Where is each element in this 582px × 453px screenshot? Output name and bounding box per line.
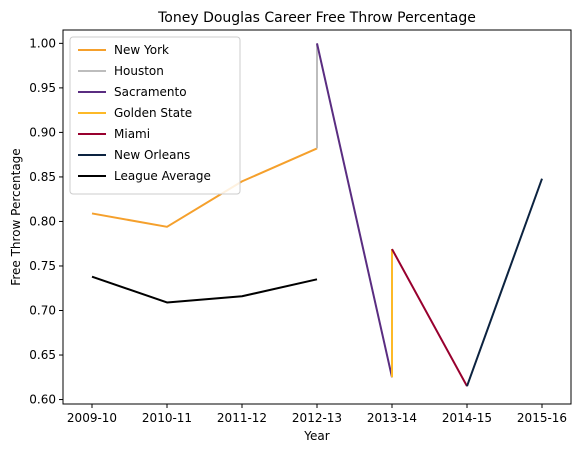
y-axis-label: Free Throw Percentage <box>9 148 23 285</box>
x-tick-label: 2014-15 <box>442 411 492 425</box>
legend: New York Houston Sacramento Golden State Mia… <box>69 36 241 195</box>
legend-label-new-orleans: New Orleans <box>114 148 190 162</box>
x-tick-label: 2011-12 <box>217 411 267 425</box>
y-tick-label: 0.70 <box>29 304 56 318</box>
x-tick-label: 2015-16 <box>517 411 567 425</box>
series-line-miami <box>391 248 468 387</box>
chart-title: Toney Douglas Career Free Throw Percenta… <box>157 10 476 26</box>
legend-label-golden-state: Golden State <box>114 106 192 120</box>
x-axis: 2009-10 2010-11 2011-12 2012-13 2013-14 2014-… <box>67 404 567 425</box>
y-tick-label: 0.75 <box>29 259 56 273</box>
x-tick-label: 2009-10 <box>67 411 117 425</box>
x-tick-label: 2013-14 <box>367 411 417 425</box>
x-tick-label: 2010-11 <box>142 411 192 425</box>
legend-label-houston: Houston <box>114 64 164 78</box>
series-line-new-orleans <box>466 178 543 387</box>
y-tick-label: 0.95 <box>29 81 56 95</box>
legend-box <box>69 36 241 195</box>
legend-label-new-york: New York <box>114 43 169 57</box>
legend-label-league-average: League Average <box>114 169 211 183</box>
y-tick-label: 0.85 <box>29 170 56 184</box>
x-axis-label: Year <box>303 429 329 443</box>
legend-label-sacramento: Sacramento <box>114 85 187 99</box>
series-line-new-york <box>91 147 318 228</box>
y-tick-label: 1.00 <box>29 36 56 50</box>
y-tick-label: 0.90 <box>29 125 56 139</box>
series-line-sacramento <box>316 43 393 378</box>
x-tick-label: 2012-13 <box>292 411 342 425</box>
y-axis: 0.60 0.65 0.70 0.75 0.80 0.85 0.90 0.95 1.00 <box>29 36 63 407</box>
series-line-league-average <box>91 275 318 304</box>
series-lines <box>91 43 543 387</box>
y-tick-label: 0.60 <box>29 393 56 407</box>
legend-label-miami: Miami <box>114 127 150 141</box>
y-tick-label: 0.80 <box>29 214 56 228</box>
y-tick-label: 0.65 <box>29 348 56 362</box>
